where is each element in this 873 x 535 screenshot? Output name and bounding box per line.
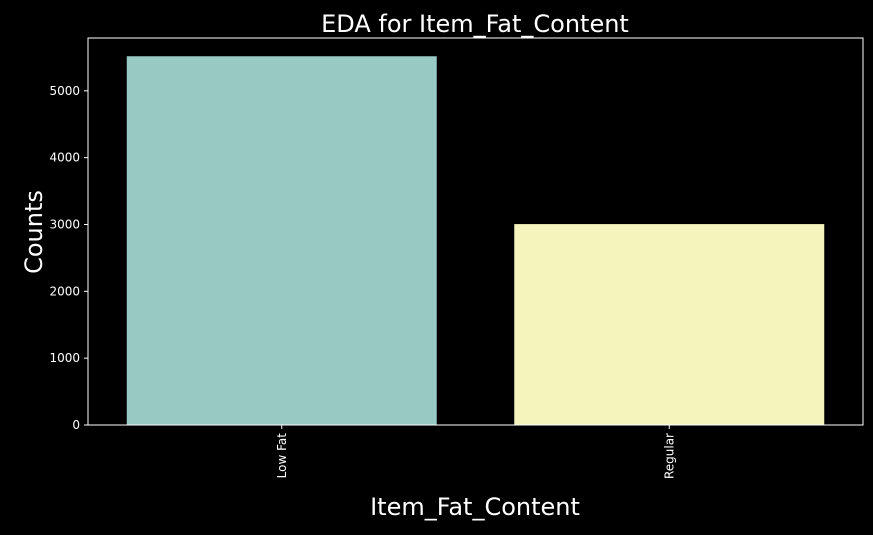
plot-area: Low Fat Regular 0 1000 2000 3000 4000 5000 (49, 37, 864, 479)
x-tick-label-regular: Regular (662, 433, 676, 479)
y-tick-label: 0 (72, 418, 80, 432)
y-tick-label: 2000 (49, 284, 80, 298)
chart-title: EDA for Item_Fat_Content (321, 10, 629, 38)
y-tick-label: 4000 (49, 151, 80, 165)
y-tick-label: 1000 (49, 351, 80, 365)
bar-regular (514, 224, 825, 425)
plot-frame (87, 37, 864, 426)
bar-low-fat (126, 56, 437, 425)
y-tick-label: 3000 (49, 217, 80, 231)
x-tick-label-low-fat: Low Fat (275, 433, 289, 479)
y-tick-label: 5000 (49, 84, 80, 98)
y-axis-label: Counts (20, 190, 48, 274)
x-axis-label: Item_Fat_Content (370, 493, 580, 521)
